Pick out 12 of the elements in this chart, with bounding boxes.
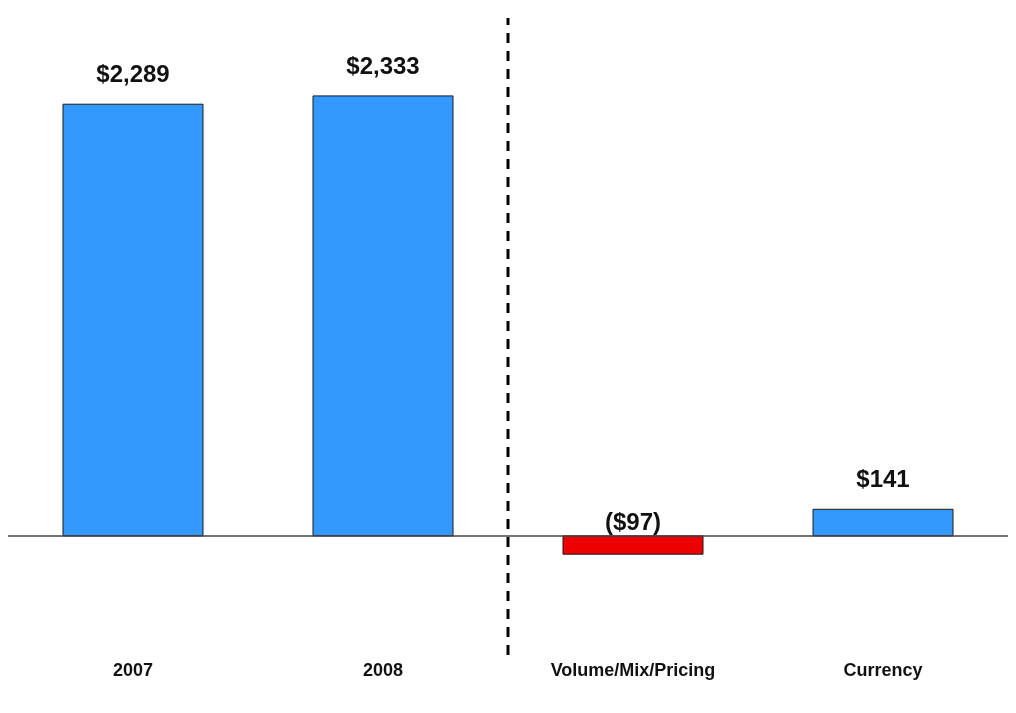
bar [812,508,954,537]
data-label: $2,333 [346,51,420,79]
bar [312,95,454,537]
data-label: $2,289 [96,60,170,88]
data-label: ($97) [604,508,662,536]
x-tick-label: Currency [843,659,923,680]
x-tick-label: 2008 [362,659,404,680]
x-tick-label: Volume/Mix/Pricing [550,659,716,680]
bar [562,535,704,555]
x-tick-label: 2007 [112,659,154,680]
bar [62,103,204,537]
data-label: $141 [856,465,910,493]
